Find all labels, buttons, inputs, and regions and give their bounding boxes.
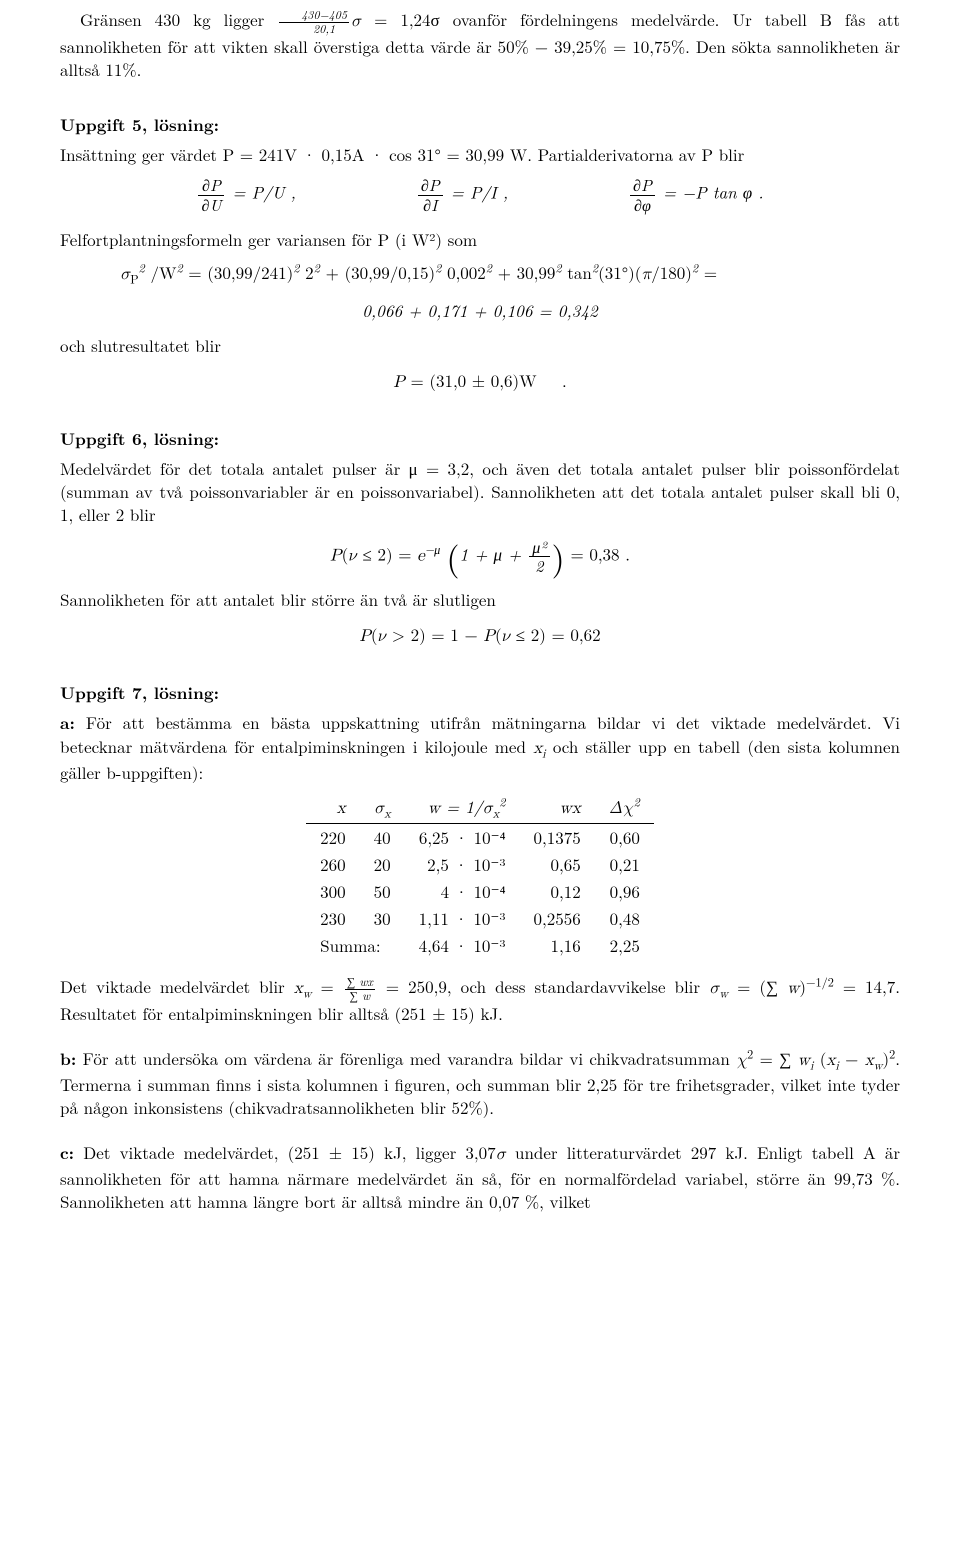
cell: 30 (360, 905, 405, 932)
table-row: 220 40 6,25 · 10⁻⁴ 0,1375 0,60 (306, 824, 654, 851)
rhs: = P/U , (226, 180, 295, 204)
fraction: ∂P ∂φ (630, 176, 655, 214)
cell: 2,25 (595, 932, 654, 959)
heading-text: Uppgift 5, lösning: (60, 113, 219, 137)
cell: 20 (360, 851, 405, 878)
cell: 4 · 10⁻⁴ (405, 878, 520, 905)
intro-paragraph: Gränsen 430 kg ligger 430−405 20,1 σ = 1… (60, 8, 900, 81)
col-dchi2: Δχ2 (595, 793, 654, 823)
table-head-row: x σx w = 1/σx2 wx Δχ2 (306, 793, 654, 823)
col-wx: wx (520, 793, 595, 823)
uppgift5-p3: och slutresultatet blir (60, 334, 900, 357)
partial-derivatives-row: ∂P ∂U = P/U , ∂P ∂I = P/I , ∂P ∂φ = −P t… (60, 176, 900, 214)
table-row-sum: Summa: 4,64 · 10⁻³ 1,16 2,25 (306, 932, 654, 959)
cell: 300 (306, 878, 360, 905)
uppgift7-pb: b: För att undersöka om värdena är fören… (60, 1047, 900, 1119)
cell: 0,48 (595, 905, 654, 932)
denominator: ∂I (418, 196, 443, 215)
cell: 1,11 · 10⁻³ (405, 905, 520, 932)
cell: 0,12 (520, 878, 595, 905)
cell: Summa: (306, 932, 405, 959)
uppgift6-p2: Sannolikheten för att antalet blir störr… (60, 588, 900, 611)
uppgift5-heading: Uppgift 5, lösning: (60, 113, 900, 137)
cell: 4,64 · 10⁻³ (405, 932, 520, 959)
denominator: 2 (529, 557, 549, 576)
uppgift5-p1: Insättning ger värdet P = 241V · 0,15A ·… (60, 143, 900, 166)
text: Sannolikheten för att antalet blir störr… (60, 587, 496, 611)
table-row: 260 20 2,5 · 10⁻³ 0,65 0,21 (306, 851, 654, 878)
fraction: ∂P ∂I (418, 176, 443, 214)
table-row: 230 30 1,11 · 10⁻³ 0,2556 0,48 (306, 905, 654, 932)
cell: 0,65 (520, 851, 595, 878)
uppgift7-heading: Uppgift 7, lösning: (60, 681, 900, 705)
uppgift7-pc: c: Det viktade medelvärdet, (251 ± 15) k… (60, 1141, 900, 1213)
text: Medelvärdet för det totala antalet pulse… (60, 456, 900, 526)
cell: 0,21 (595, 851, 654, 878)
document-page: Gränsen 430 kg ligger 430−405 20,1 σ = 1… (0, 0, 960, 1259)
cell: 1,16 (520, 932, 595, 959)
sigma: σ (351, 13, 361, 30)
denominator: ∂φ (630, 196, 655, 215)
cell: 0,1375 (520, 824, 595, 851)
variance-equation: σP2 /W2 = (30,99/241)2 22 + (30,99/0,15)… (120, 261, 900, 287)
cell: 260 (306, 851, 360, 878)
cell: 230 (306, 905, 360, 932)
uppgift7-pa: a: För att bestämma en bästa uppskattnin… (60, 711, 900, 784)
data-table: x σx w = 1/σx2 wx Δχ2 220 40 6,25 · 10⁻⁴… (306, 793, 654, 959)
cell: 6,25 · 10⁻⁴ (405, 824, 520, 851)
partial-dI: ∂P ∂I = P/I , (416, 176, 508, 214)
fraction: ∑ wx ∑ w (345, 976, 375, 1002)
cell: 40 (360, 824, 405, 851)
uppgift5-p2: Felfortplantningsformeln ger variansen f… (60, 228, 900, 251)
cell: 220 (306, 824, 360, 851)
rhs: = P/I , (445, 180, 508, 204)
text: och slutresultatet blir (60, 333, 221, 357)
uppgift6-p1: Medelvärdet för det totala antalet pulse… (60, 457, 900, 526)
denominator: ∂U (198, 196, 224, 215)
partial-dU: ∂P ∂U = P/U , (196, 176, 295, 214)
col-x: x (306, 793, 360, 823)
fraction: 430−405 20,1 (279, 9, 349, 35)
inner: 1 + μ + (460, 541, 528, 565)
heading-text: Uppgift 6, lösning: (60, 427, 219, 451)
complement-equation: P(ν > 2) = 1 − P(ν ≤ 2) = 0,62 (60, 623, 900, 649)
cell: 0,60 (595, 824, 654, 851)
uppgift7-p2: Det viktade medelvärdet blir xw = ∑ wx ∑… (60, 975, 900, 1025)
heading-text: Uppgift 7, lösning: (60, 681, 219, 705)
partial-dphi: ∂P ∂φ = −P tan φ . (628, 176, 763, 214)
fraction: μ² 2 (529, 538, 549, 576)
col-sigma: σx (360, 793, 405, 823)
cell: 0,2556 (520, 905, 595, 932)
cell: 50 (360, 878, 405, 905)
text: Felfortplantningsformeln ger variansen f… (60, 227, 477, 251)
text: Gränsen 430 kg ligger (80, 7, 277, 31)
table-row: 300 50 4 · 10⁻⁴ 0,12 0,96 (306, 878, 654, 905)
denominator: ∑ w (345, 990, 375, 1003)
rhs: = −P tan φ . (657, 180, 764, 204)
result-equation: P = (31,0 ± 0,6)W . (60, 369, 900, 395)
uppgift6-heading: Uppgift 6, lösning: (60, 427, 900, 451)
cell: 0,96 (595, 878, 654, 905)
poisson-equation: P(ν ≤ 2) = e−μ (1 + μ + μ² 2 ) = 0,38 . (60, 538, 900, 576)
tail: = 0,38 . (565, 541, 630, 565)
variance-sum: 0,066 + 0,171 + 0,106 = 0,342 (60, 299, 900, 322)
text: Insättning ger värdet P = 241V · 0,15A ·… (60, 142, 744, 166)
text: 0,066 + 0,171 + 0,106 = 0,342 (362, 298, 598, 322)
col-w: w = 1/σx2 (405, 793, 520, 823)
exp: −μ (425, 540, 441, 558)
cell: 2,5 · 10⁻³ (405, 851, 520, 878)
fraction: ∂P ∂U (198, 176, 224, 214)
